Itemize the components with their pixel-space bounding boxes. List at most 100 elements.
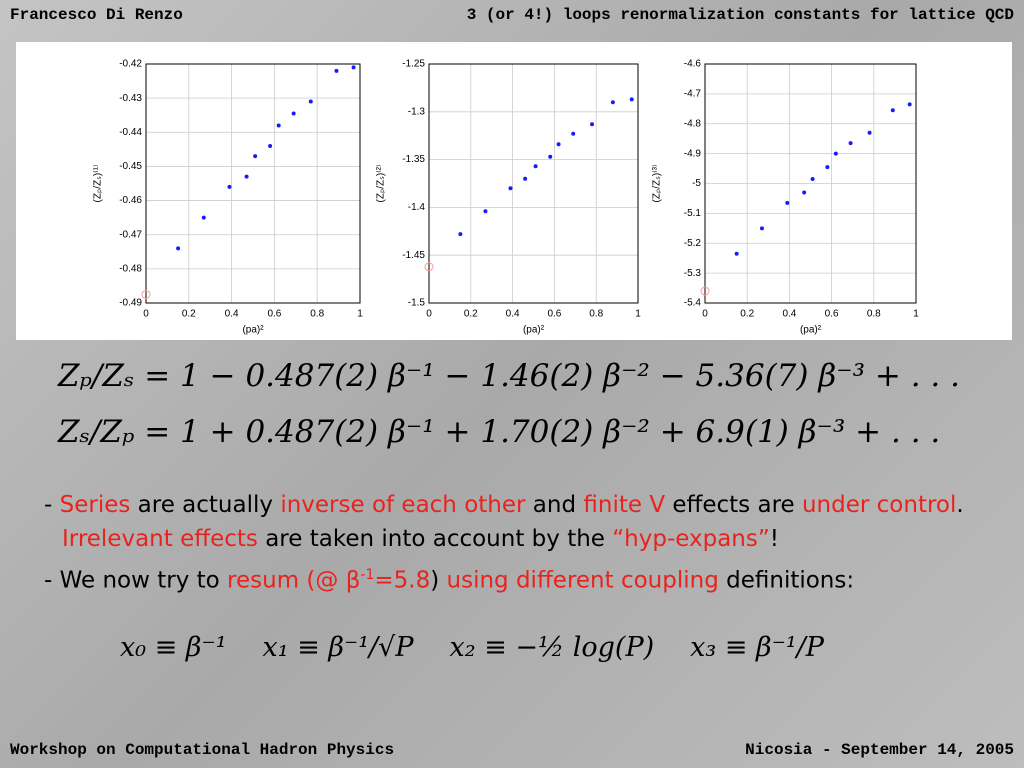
point bbox=[785, 200, 790, 205]
bullet: - Series are actually inverse of each ot… bbox=[44, 488, 964, 556]
point bbox=[253, 154, 258, 159]
y-tick-label: -5.1 bbox=[684, 208, 702, 219]
y-tick-label: -5.3 bbox=[684, 268, 702, 279]
y-axis-label: (Zₚ/Zₛ)⁽²⁾ bbox=[376, 165, 387, 203]
text-segment: are taken into account by the bbox=[257, 526, 613, 552]
x-tick-label: 1 bbox=[357, 309, 363, 320]
definitions: x₀ ≡ β⁻¹ x₁ ≡ β⁻¹/√P x₂ ≡ −½ log(P) x₃ ≡ β⁻… bbox=[120, 632, 860, 663]
definition: x₃ ≡ β⁻¹/P bbox=[690, 632, 824, 663]
text-segment: - bbox=[44, 492, 60, 518]
chart-panel bbox=[16, 42, 1012, 340]
formula: Zₚ/Zₛ = 1 − 0.487(2) β⁻¹ − 1.46(2) β⁻² −… bbox=[58, 358, 960, 394]
x-tick-label: 0.8 bbox=[867, 309, 881, 320]
slide-title: 3 (or 4!) loops renormalization constant… bbox=[466, 6, 1014, 24]
place-date: Nicosia - September 14, 2005 bbox=[745, 741, 1014, 759]
y-tick-label: -1.45 bbox=[402, 250, 425, 261]
header: Francesco Di Renzo 3 (or 4!) loops renor… bbox=[0, 6, 1024, 26]
definition: x₂ ≡ −½ log(P) bbox=[449, 632, 655, 663]
x-tick-label: 0.2 bbox=[182, 309, 196, 320]
point bbox=[825, 165, 830, 170]
y-tick-label: -0.44 bbox=[119, 127, 142, 138]
x-tick-label: 0.6 bbox=[267, 309, 281, 320]
x-axis-label: (pa)² bbox=[523, 325, 545, 336]
x-axis-label: (pa)² bbox=[242, 325, 264, 336]
y-tick-label: -4.8 bbox=[684, 118, 702, 129]
point bbox=[802, 190, 807, 195]
x-tick-label: 0.2 bbox=[464, 309, 478, 320]
point bbox=[458, 232, 463, 237]
x-tick-label: 0.6 bbox=[825, 309, 839, 320]
y-tick-label: -0.47 bbox=[119, 229, 142, 240]
point bbox=[268, 143, 273, 148]
plot-frame bbox=[428, 63, 639, 304]
x-tick-label: 0.4 bbox=[506, 309, 520, 320]
event: Workshop on Computational Hadron Physics bbox=[10, 741, 395, 759]
point bbox=[523, 176, 528, 181]
y-tick-label: -4.9 bbox=[684, 148, 702, 159]
point bbox=[308, 99, 313, 104]
x-tick-label: 0.4 bbox=[225, 309, 239, 320]
point bbox=[334, 68, 339, 73]
x-axis-label: (pa)² bbox=[800, 325, 822, 336]
y-tick-label: -4.6 bbox=[684, 59, 702, 70]
text-segment: and bbox=[525, 492, 584, 518]
text-segment: using different coupling bbox=[446, 567, 719, 594]
point bbox=[590, 122, 595, 127]
plot-frame bbox=[145, 63, 361, 304]
y-tick-label: -4.7 bbox=[684, 89, 702, 100]
text-segment: definitions: bbox=[718, 567, 855, 594]
point bbox=[867, 130, 872, 135]
point bbox=[351, 65, 356, 70]
y-axis-label: (Zₚ/Zₛ)⁽³⁾ bbox=[652, 165, 663, 203]
text-segment: resum (@ β bbox=[227, 567, 361, 594]
author: Francesco Di Renzo bbox=[10, 6, 183, 24]
y-tick-label: -0.49 bbox=[119, 298, 142, 309]
y-tick-label: -0.46 bbox=[119, 195, 142, 206]
y-tick-label: -1.5 bbox=[408, 298, 426, 309]
text-segment: Series bbox=[59, 492, 131, 518]
text-segment: “hyp-expans” bbox=[612, 526, 770, 552]
point bbox=[890, 108, 895, 113]
point bbox=[141, 289, 151, 299]
y-tick-label: -0.43 bbox=[119, 93, 142, 104]
text-segment: under control bbox=[801, 492, 957, 518]
point bbox=[201, 215, 206, 220]
point bbox=[483, 209, 488, 214]
text-segment: -1 bbox=[360, 567, 375, 583]
point bbox=[700, 286, 710, 296]
plot-frame bbox=[704, 63, 917, 304]
point bbox=[848, 141, 853, 146]
text-segment: ! bbox=[769, 526, 780, 552]
point bbox=[833, 151, 838, 156]
point bbox=[556, 142, 561, 147]
point bbox=[810, 177, 815, 182]
x-tick-label: 0.4 bbox=[782, 309, 796, 320]
point bbox=[548, 154, 553, 159]
footer: Workshop on Computational Hadron Physics… bbox=[0, 741, 1024, 761]
bullets: - Series are actually inverse of each ot… bbox=[44, 488, 964, 600]
text-segment: =5.8 bbox=[374, 567, 431, 594]
y-tick-label: -5.4 bbox=[684, 298, 702, 309]
point bbox=[533, 164, 538, 169]
y-tick-label: -1.3 bbox=[408, 106, 426, 117]
x-tick-label: 1 bbox=[913, 309, 919, 320]
point bbox=[571, 131, 576, 136]
definition: x₀ ≡ β⁻¹ bbox=[120, 632, 227, 663]
text-segment: effects are bbox=[665, 492, 802, 518]
point bbox=[176, 246, 181, 251]
definition: x₁ ≡ β⁻¹/√P bbox=[262, 632, 414, 663]
y-tick-label: -1.4 bbox=[408, 202, 426, 213]
point bbox=[291, 111, 296, 116]
text-segment: - We now try to bbox=[44, 567, 228, 594]
y-tick-label: -0.48 bbox=[119, 263, 142, 274]
point bbox=[734, 251, 739, 256]
point bbox=[227, 184, 232, 189]
x-tick-label: 0 bbox=[702, 309, 708, 320]
y-tick-label: -0.45 bbox=[119, 161, 142, 172]
text-segment: finite V bbox=[583, 492, 666, 518]
point bbox=[424, 262, 434, 272]
bullet: - We now try to resum (@ β-1=5.8) using … bbox=[44, 558, 964, 598]
text-segment: are actually bbox=[130, 492, 281, 518]
